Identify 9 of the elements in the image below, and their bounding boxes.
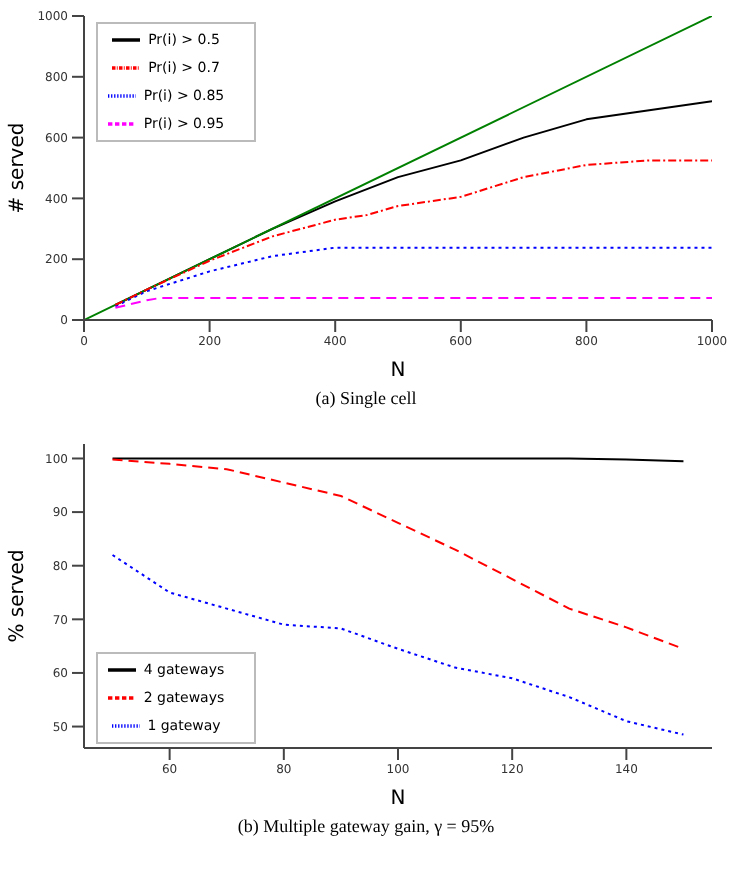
line-series xyxy=(111,553,685,736)
x-axis-title: N xyxy=(390,360,406,382)
line-series xyxy=(114,159,712,306)
y-axis-title: % served xyxy=(7,549,30,643)
x-axis-title: N xyxy=(390,788,406,810)
text: (b) Multiple gateway gain, γ = 95% xyxy=(235,816,497,836)
line-series xyxy=(114,246,712,308)
text: (a) Single cell xyxy=(313,388,419,408)
y-axis-title: # served xyxy=(7,122,30,214)
